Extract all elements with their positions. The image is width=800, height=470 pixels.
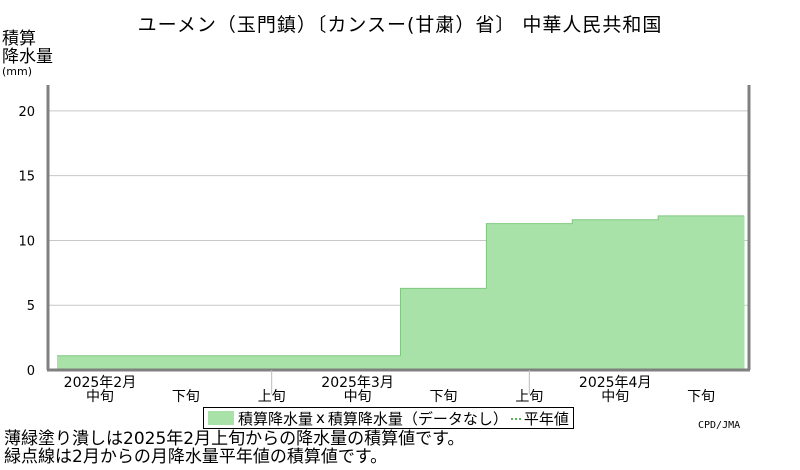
legend-filled-label: 積算降水量 [238, 409, 314, 428]
precip-bar [142, 355, 230, 370]
y-tick-label: 10 [18, 234, 35, 249]
precip-bar [658, 215, 745, 370]
period-label: 下旬 [429, 389, 457, 405]
legend-missing-marker: x [316, 409, 325, 427]
note-line-2: 緑点線は2月からの月降水量平年値の積算値です。 [4, 447, 388, 467]
y-tick-label: 15 [18, 170, 35, 185]
period-label: 中旬 [344, 389, 372, 405]
y-axis-unit: (mm) [2, 65, 33, 78]
legend-dotted-label: 平年値 [523, 409, 569, 428]
precip-bar [486, 223, 573, 370]
y-axis-label-line2: 降水量 [2, 47, 53, 67]
y-tick-label: 0 [27, 364, 35, 379]
legend-fill-swatch [208, 411, 234, 425]
y-tick-label: 5 [27, 299, 35, 314]
period-label: 下旬 [687, 389, 715, 405]
y-tick-label: 20 [18, 105, 35, 120]
period-label: 上旬 [258, 389, 286, 405]
y-axis-label-line1: 積算 [2, 29, 36, 49]
period-label: 上旬 [515, 389, 543, 405]
month-label: 2025年2月 [64, 375, 137, 391]
month-label: 2025年4月 [579, 375, 652, 391]
month-label: 2025年3月 [321, 375, 394, 391]
note-line-1: 薄緑塗り潰しは2025年2月上旬からの降水量の積算値です。 [4, 429, 465, 449]
precip-bar [57, 355, 144, 370]
y-axis-label: 積算 降水量 (mm) [2, 30, 53, 78]
credit: CPD/JMA [698, 420, 741, 431]
period-label: 下旬 [172, 389, 200, 405]
legend-missing-label: 積算降水量（データなし） [327, 409, 508, 428]
legend: 積算降水量 x 積算降水量（データなし） 平年値 [203, 407, 574, 429]
precip-outline [57, 215, 744, 357]
legend-dotted-line-icon [510, 409, 521, 427]
period-label: 中旬 [86, 389, 114, 405]
period-label: 中旬 [601, 389, 629, 405]
precip-bar [228, 355, 316, 370]
precip-bar [314, 355, 401, 370]
precip-bar [400, 288, 487, 370]
chart-title: ユーメン（玉門鎮）〔カンスー(甘粛）省〕 中華人民共和国 [137, 14, 663, 36]
precip-bar [572, 219, 659, 370]
